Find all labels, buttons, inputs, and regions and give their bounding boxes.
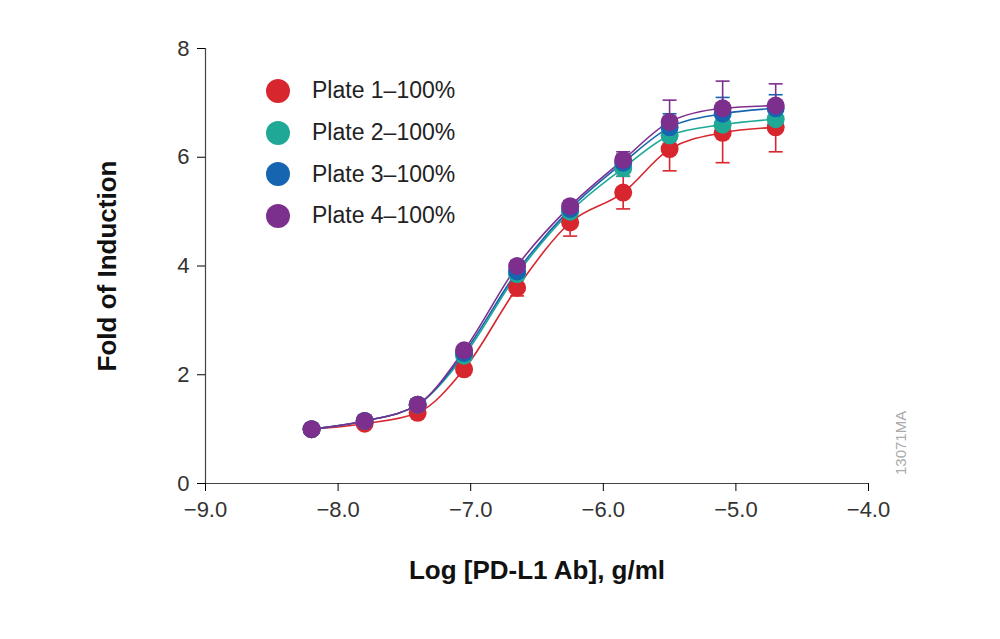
html-text:Plate 2–100%: Plate 2–100% (312, 119, 456, 145)
svg-text:−9.0: −9.0 (184, 497, 227, 522)
svg-text:−4.0: −4.0 (847, 497, 890, 522)
svg-text:−6.0: −6.0 (582, 497, 625, 522)
html-text:13071MA: 13071MA (892, 410, 909, 475)
svg-text:−7.0: −7.0 (449, 497, 492, 522)
svg-text:6: 6 (177, 144, 189, 169)
svg-text:2: 2 (177, 362, 189, 387)
svg-text:4: 4 (177, 253, 189, 278)
svg-text:−8.0: −8.0 (316, 497, 359, 522)
svg-text:8: 8 (177, 36, 189, 61)
svg-text:0: 0 (177, 471, 189, 496)
html-text:Plate 4–100%: Plate 4–100% (312, 202, 456, 229)
html-text:Plate 3–100%: Plate 3–100% (312, 160, 456, 187)
html-text:Plate 1–100%: Plate 1–100% (312, 77, 456, 104)
svg-text:−5.0: −5.0 (714, 497, 757, 522)
svg-text:Fold of Induction: Fold of Induction (92, 161, 122, 372)
svg-text:Log [PD-L1 Ab], g/ml: Log [PD-L1 Ab], g/ml (409, 555, 665, 585)
